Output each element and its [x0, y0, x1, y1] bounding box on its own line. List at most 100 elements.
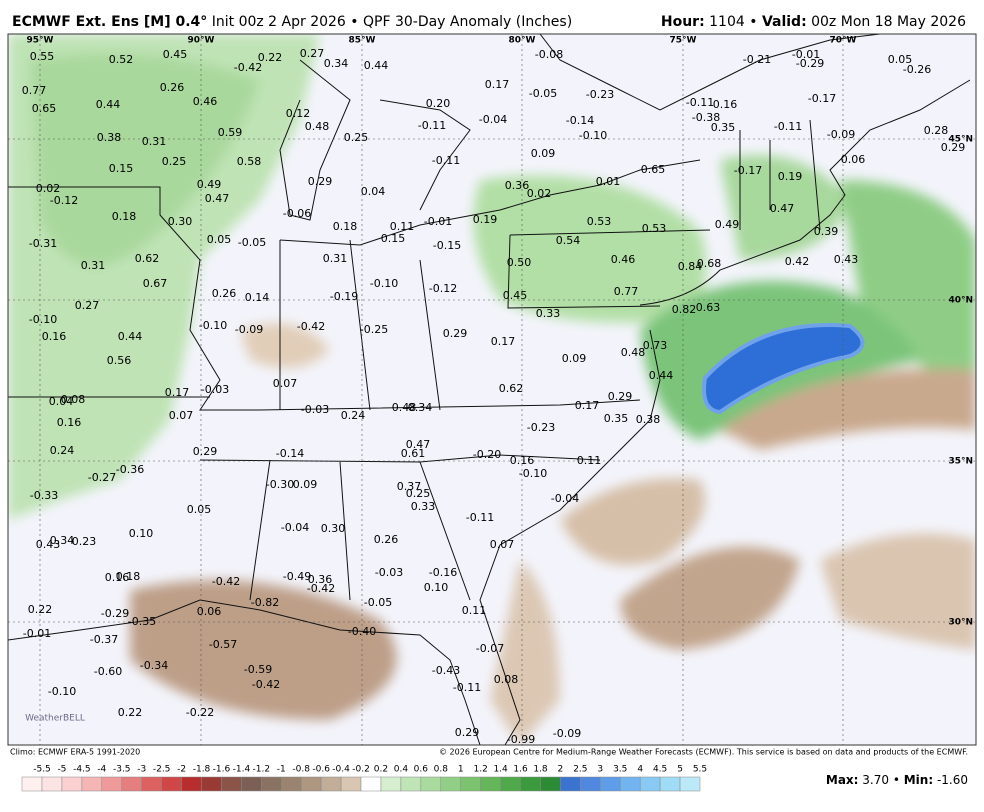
lat-label: 35°N	[948, 457, 973, 467]
value-label: 0.29	[443, 327, 468, 340]
map: 0.55 0.52 0.45 0.22 0.270.34 0.44-0.08 -0.21 -0…	[8, 34, 976, 745]
colorbar-label: -3.5	[113, 765, 131, 775]
value-label: 0.38	[636, 413, 661, 426]
value-label: 0.16	[42, 330, 67, 343]
value-label: 0.22	[118, 706, 143, 719]
value-label: 0.07	[490, 538, 515, 551]
value-label: -0.14	[566, 114, 594, 127]
value-label: 0.17	[485, 78, 510, 91]
value-label: 0.62	[499, 382, 524, 395]
colorbar-label: 5	[677, 765, 683, 775]
colorbar-label: -2	[177, 765, 186, 775]
value-label: 0.19	[473, 213, 498, 226]
value-label: 0.05	[207, 233, 232, 246]
lat-label: 30°N	[948, 618, 973, 628]
value-label: 0.58	[237, 155, 262, 168]
value-label: 0.20	[426, 97, 451, 110]
colorbar-swatch	[241, 776, 262, 792]
value-label: 0.67	[143, 277, 168, 290]
value-label: -0.10	[579, 129, 607, 142]
value-label: 0.18	[333, 220, 358, 233]
value-label: -0.10	[199, 319, 227, 332]
value-label: 0.46	[193, 95, 218, 108]
value-label: -0.15	[433, 239, 461, 252]
value-label: -0.26	[903, 63, 931, 76]
header-title: ECMWF Ext. Ens [M] 0.4° Init 00z 2 Apr 2…	[12, 14, 572, 30]
value-label: -0.03	[201, 383, 229, 396]
value-label: 0.11	[577, 454, 602, 467]
value-label: 0.17	[165, 386, 190, 399]
value-label: -0.11	[466, 511, 494, 524]
value-label: 0.44	[649, 369, 674, 382]
colorbar-swatch	[440, 776, 461, 792]
colorbar-label: 2.5	[573, 765, 587, 775]
value-label: 0.09	[531, 147, 556, 160]
hour-val: 1104 •	[705, 14, 762, 30]
value-label: -0.57	[209, 638, 237, 651]
value-label: -0.11	[432, 154, 460, 167]
value-label: 0.37	[397, 480, 422, 493]
value-label: 0.73	[643, 339, 668, 352]
colorbar-swatch	[161, 776, 182, 792]
lon-label: 85°W	[349, 36, 376, 46]
colorbar-swatch	[41, 776, 63, 792]
value-label: 0.48	[305, 120, 330, 133]
value-label: 0.07	[169, 409, 194, 422]
colorbar-label: -0.4	[332, 765, 350, 775]
value-label: -0.10	[370, 277, 398, 290]
value-label: -0.09	[827, 128, 855, 141]
min-key: Min:	[904, 773, 933, 787]
colorbar-swatch	[639, 776, 661, 792]
colorbar-swatch	[600, 776, 621, 792]
colorbar-swatch	[300, 776, 322, 792]
value-label: -0.42	[212, 575, 240, 588]
value-label: 0.36	[308, 573, 333, 586]
value-label: -0.60	[94, 665, 122, 678]
value-label: -0.29	[796, 57, 824, 70]
value-label: 0.54	[556, 234, 581, 247]
colorbar-label: -4.5	[73, 765, 91, 775]
colorbar-swatch	[201, 776, 222, 792]
colorbar-label: -0.8	[292, 765, 310, 775]
value-label: 0.33	[411, 500, 436, 513]
colorbar-swatch	[400, 776, 422, 792]
min-val: -1.60	[933, 773, 968, 787]
colorbar-label: 2	[558, 765, 564, 775]
value-label: -0.05	[238, 236, 266, 249]
value-label: 0.46	[611, 253, 636, 266]
value-label: 0.09	[562, 352, 587, 365]
value-label: 0.18	[116, 570, 141, 583]
value-label: 0.49	[715, 218, 740, 231]
value-label: 0.15	[381, 232, 406, 245]
value-label: -0.34	[140, 659, 168, 672]
value-label: 0.34	[50, 534, 75, 547]
colorbar-label: 1.4	[493, 765, 508, 775]
value-label: -0.38	[692, 111, 720, 124]
lon-label: 70°W	[830, 36, 857, 46]
value-label: 0.49	[197, 178, 222, 191]
value-label: -0.49	[283, 570, 311, 583]
value-label: 0.47	[406, 438, 431, 451]
value-label: -0.29	[101, 607, 129, 620]
value-label: 0.06	[841, 153, 866, 166]
colorbar-swatch	[101, 776, 123, 792]
colorbar: -5.5 -5 -4.5 -4 -3.5 -3 -2.5 -2 -1.8 -1.6 -1.4 -1.2…	[21, 765, 707, 792]
value-label: 0.04	[361, 185, 386, 198]
colorbar-swatch	[360, 776, 382, 792]
value-label: 0.07	[273, 377, 298, 390]
value-label: -0.04	[479, 113, 507, 126]
value-label: -0.04	[551, 492, 579, 505]
value-label: -0.36	[116, 463, 144, 476]
value-label: 0.38	[97, 131, 122, 144]
colorbar-label: 3	[597, 765, 603, 775]
value-label: 0.44	[364, 59, 389, 72]
value-label: 0.10	[129, 527, 154, 540]
value-label: 0.59	[218, 126, 243, 139]
value-label: 0.35	[711, 121, 736, 134]
colorbar-label: 0.6	[414, 765, 429, 775]
colorbar-label: -0.6	[312, 765, 330, 775]
max-min: Max: 3.70 • Min: -1.60	[826, 773, 968, 787]
value-label: 0.16	[57, 416, 82, 429]
max-val: 3.70 •	[858, 773, 903, 787]
